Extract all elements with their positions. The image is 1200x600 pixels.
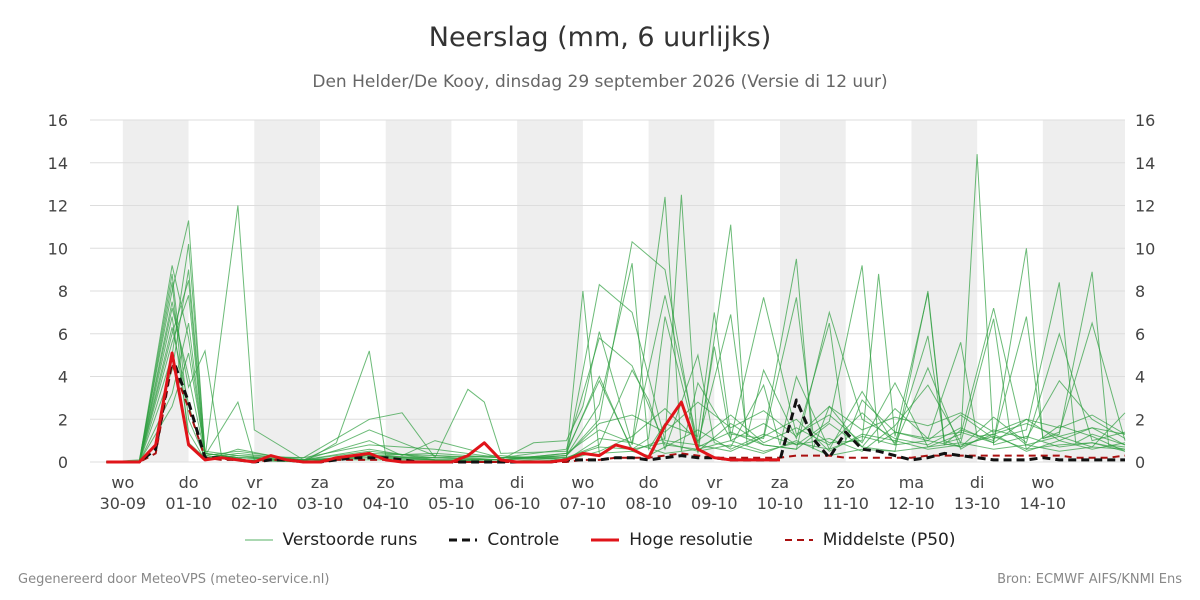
control-series-line [106, 355, 1125, 464]
x-tick-day-label: do [179, 473, 199, 492]
x-tick-day-label: ma [439, 473, 464, 492]
chart-subtitle: Den Helder/De Kooy, dinsdag 29 september… [312, 72, 888, 92]
x-tick-day-label: wo [1031, 473, 1054, 492]
x-tick-day-label: za [771, 473, 789, 492]
y-tick-label-left: 12 [48, 197, 68, 216]
footer-generator-credit: Gegenereerd door MeteoVPS (meteo-service… [18, 572, 330, 587]
x-tick-day-label: do [639, 473, 659, 492]
x-tick-date-label: 13-10 [954, 494, 1001, 513]
y-tick-label-left: 8 [58, 282, 68, 301]
legend-swatch-ensemble [244, 539, 273, 541]
y-tick-label-left: 10 [48, 239, 68, 258]
legend-item-control[interactable]: Controle [449, 530, 559, 550]
y-tick-label-left: 0 [58, 453, 68, 472]
legend-label-control: Controle [487, 530, 560, 550]
y-tick-label-right: 12 [1135, 197, 1155, 216]
high-res-series-line [106, 351, 780, 464]
x-tick-date-label: 14-10 [1020, 494, 1067, 513]
legend-swatch-high-res [591, 538, 620, 542]
footer-source-credit: Bron: ECMWF AIFS/KNMI Ens [997, 572, 1182, 587]
y-tick-label-right: 2 [1135, 410, 1145, 429]
x-tick-day-label: za [311, 473, 329, 492]
y-tick-label-right: 6 [1135, 325, 1145, 344]
y-tick-label-left: 14 [48, 154, 68, 173]
y-tick-label-right: 16 [1135, 111, 1155, 130]
x-tick-day-label: ma [899, 473, 924, 492]
y-tick-label-left: 16 [48, 111, 68, 130]
x-tick-date-label: 02-10 [231, 494, 278, 513]
y-tick-label-right: 10 [1135, 239, 1155, 258]
y-tick-label-right: 8 [1135, 282, 1145, 301]
x-tick-date-label: 30-09 [100, 494, 147, 513]
x-tick-date-label: 08-10 [625, 494, 672, 513]
y-tick-label-right: 14 [1135, 154, 1155, 173]
ensemble-run-line-2 [106, 196, 1126, 463]
x-tick-day-label: di [510, 473, 525, 492]
ensemble-run-line-11 [106, 352, 1126, 463]
x-tick-date-label: 06-10 [494, 494, 541, 513]
legend-swatch-control [449, 538, 478, 542]
x-tick-date-label: 12-10 [888, 494, 935, 513]
x-tick-date-label: 05-10 [428, 494, 475, 513]
y-tick-label-right: 0 [1135, 453, 1145, 472]
x-tick-day-label: di [970, 473, 985, 492]
x-tick-day-label: wo [111, 473, 134, 492]
legend-label-high-res: Hoge resolutie [629, 530, 753, 550]
legend-label-median: Middelste (P50) [822, 530, 956, 550]
x-tick-day-label: vr [706, 473, 722, 492]
legend-item-median[interactable]: Middelste (P50) [784, 530, 956, 550]
x-tick-date-label: 07-10 [560, 494, 607, 513]
x-tick-day-label: vr [246, 473, 262, 492]
ensemble-run-line-10 [106, 295, 1126, 463]
x-tick-date-label: 10-10 [757, 494, 804, 513]
x-tick-date-label: 09-10 [691, 494, 738, 513]
x-tick-day-label: wo [571, 473, 594, 492]
legend-label-ensemble: Verstoorde runs [282, 530, 418, 550]
legend-swatch-median [784, 539, 813, 541]
legend: Verstoorde runs Controle Hoge resolutie … [0, 530, 1200, 550]
y-tick-label-left: 4 [58, 368, 68, 387]
x-tick-date-label: 03-10 [297, 494, 344, 513]
x-tick-day-label: zo [377, 473, 395, 492]
y-tick-label-left: 6 [58, 325, 68, 344]
x-tick-day-label: zo [837, 473, 855, 492]
legend-item-ensemble[interactable]: Verstoorde runs [244, 530, 418, 550]
y-tick-label-left: 2 [58, 410, 68, 429]
x-tick-date-label: 04-10 [362, 494, 409, 513]
chart-title: Neerslag (mm, 6 uurlijks) [428, 22, 772, 53]
legend-item-high-res[interactable]: Hoge resolutie [591, 530, 753, 550]
y-tick-label-right: 4 [1135, 368, 1145, 387]
x-tick-date-label: 01-10 [165, 494, 212, 513]
x-tick-date-label: 11-10 [822, 494, 869, 513]
ensemble-run-line-12 [106, 327, 1126, 463]
